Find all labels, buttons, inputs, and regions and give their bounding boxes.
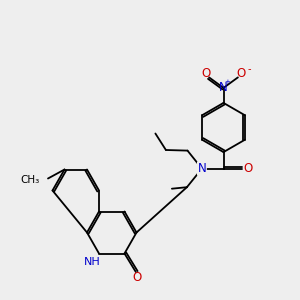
Text: O: O	[243, 162, 252, 175]
Text: -: -	[248, 64, 251, 74]
Text: NH: NH	[84, 257, 101, 267]
Text: N: N	[197, 162, 206, 175]
Text: O: O	[133, 271, 142, 284]
Text: O: O	[201, 67, 210, 80]
Text: N: N	[219, 81, 228, 94]
Text: O: O	[237, 67, 246, 80]
Text: CH₃: CH₃	[20, 175, 40, 185]
Text: +: +	[225, 79, 231, 85]
